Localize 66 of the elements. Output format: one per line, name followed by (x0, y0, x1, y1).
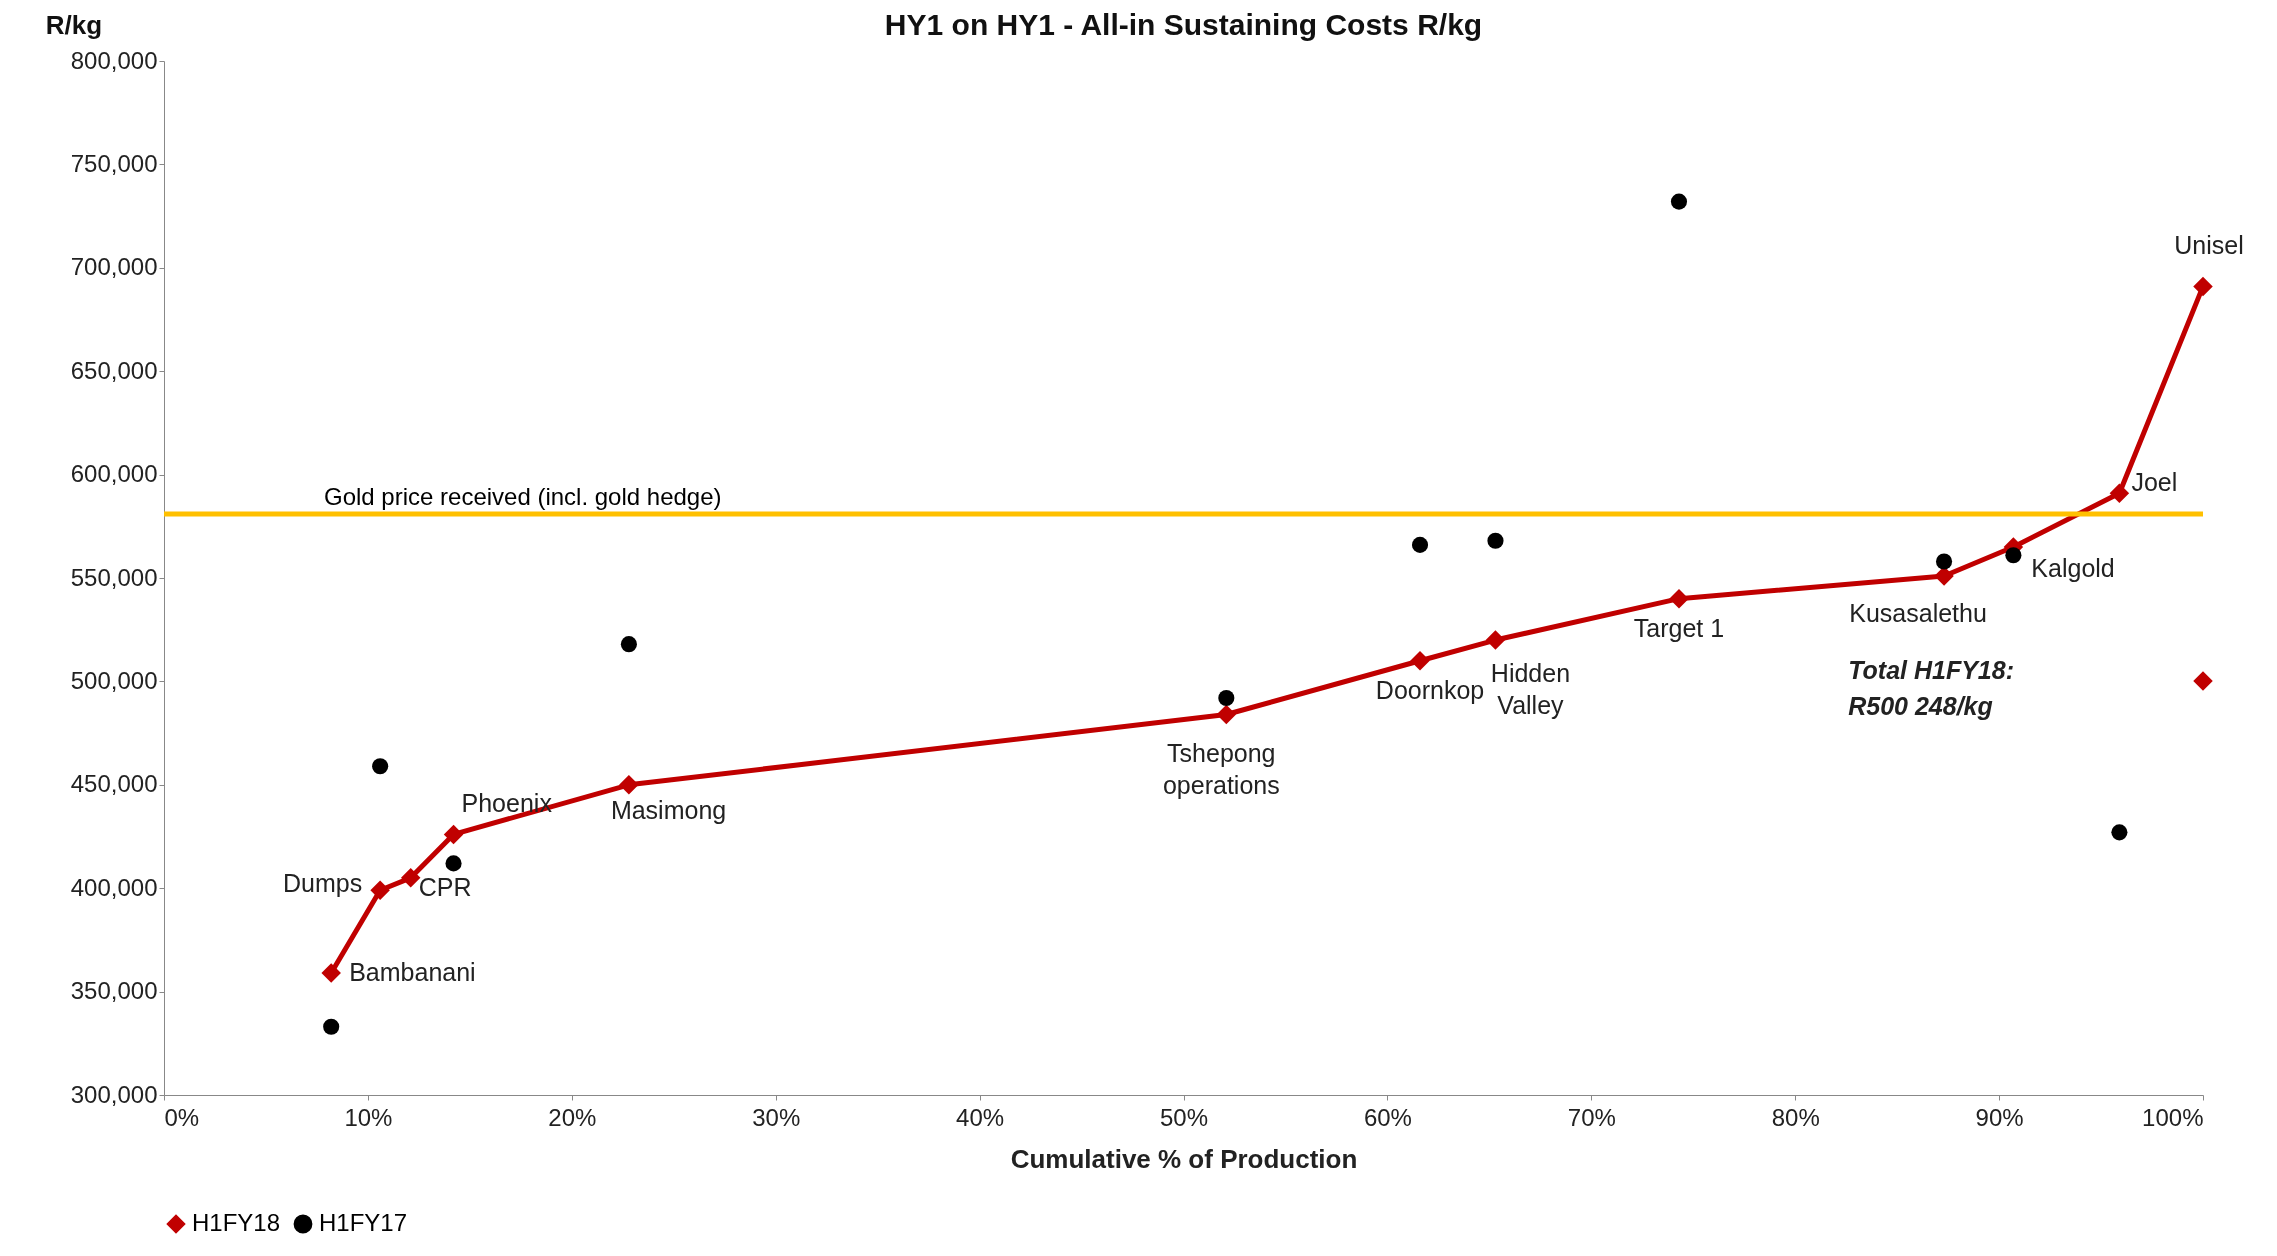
y-tick-label: 350,000 (70, 977, 158, 1005)
ref-line-label: Gold price received (incl. gold hedge) (324, 482, 722, 510)
x-tick-label: 90% (1975, 1103, 2024, 1131)
point (1670, 193, 1688, 210)
point (372, 758, 389, 775)
point (445, 855, 462, 872)
point (1487, 532, 1504, 549)
point (443, 824, 464, 845)
point (619, 775, 639, 795)
annotation: Joel (2131, 468, 2178, 497)
legend-label: H1FY17 (319, 1209, 408, 1236)
y-tick-label: 300,000 (70, 1080, 158, 1108)
annotation: Hidden Valley (1490, 659, 1571, 720)
point (1218, 689, 1235, 706)
x-tick-label: 20% (548, 1103, 597, 1131)
point (370, 880, 390, 901)
point (1216, 704, 1237, 725)
annotation: Kusasalethu (1849, 598, 1987, 627)
chart-title: HY1 on HY1 - All-in Sustaining Costs R/kg (884, 8, 1483, 41)
x-tick-label: 40% (956, 1103, 1005, 1131)
y-tick-label: 650,000 (70, 356, 158, 384)
point (323, 1018, 340, 1035)
annotation: Total H1FY18: R500 248/kg (1848, 656, 2014, 721)
point (2193, 276, 2213, 297)
point (2111, 824, 2128, 841)
point (1410, 650, 1430, 671)
y-tick-label: 750,000 (70, 149, 158, 177)
y-tick-label: 450,000 (70, 770, 158, 798)
legend-label: H1FY18 (192, 1209, 281, 1236)
annotation: Dumps (282, 869, 363, 898)
x-tick-label: 0% (164, 1103, 200, 1131)
y-axis-title: R/kg (45, 10, 103, 40)
y-tick-label: 700,000 (70, 253, 158, 281)
annotation: Bambanani (349, 957, 476, 986)
point (1935, 553, 1953, 570)
point (1669, 588, 1689, 609)
x-tick-label: 50% (1159, 1103, 1209, 1131)
x-tick-label: 10% (344, 1103, 393, 1131)
y-tick-label: 500,000 (70, 666, 158, 694)
x-tick-label: 100% (2142, 1103, 2204, 1131)
annotation: Phoenix (461, 789, 553, 818)
annotation: Target 1 (1633, 613, 1725, 642)
y-tick-label: 600,000 (70, 460, 158, 488)
point (2193, 671, 2213, 691)
point (400, 868, 421, 888)
annotation: CPR (418, 872, 472, 901)
x-tick-label: 80% (1771, 1103, 1820, 1131)
y-tick-label: 550,000 (70, 563, 158, 591)
annotation: Masimong (610, 795, 727, 824)
point (620, 636, 637, 653)
annotation: Doornkop (1375, 675, 1485, 704)
x-tick-label: 70% (1567, 1103, 1616, 1131)
annotation: Tshepong operations (1162, 739, 1280, 800)
x-axis-title: Cumulative % of Production (1010, 1143, 1358, 1174)
y-tick-label: 400,000 (70, 873, 158, 901)
y-tick-label: 800,000 (70, 46, 158, 74)
annotation: Kalgold (2031, 553, 2115, 582)
x-tick-label: 60% (1363, 1103, 1412, 1131)
point (2109, 483, 2130, 503)
point (321, 963, 341, 983)
annotation: Unisel (2174, 231, 2244, 260)
point (1934, 566, 1954, 586)
point (1411, 536, 1429, 553)
x-tick-label: 30% (752, 1103, 801, 1131)
point (2005, 547, 2022, 564)
point (1485, 630, 1506, 650)
